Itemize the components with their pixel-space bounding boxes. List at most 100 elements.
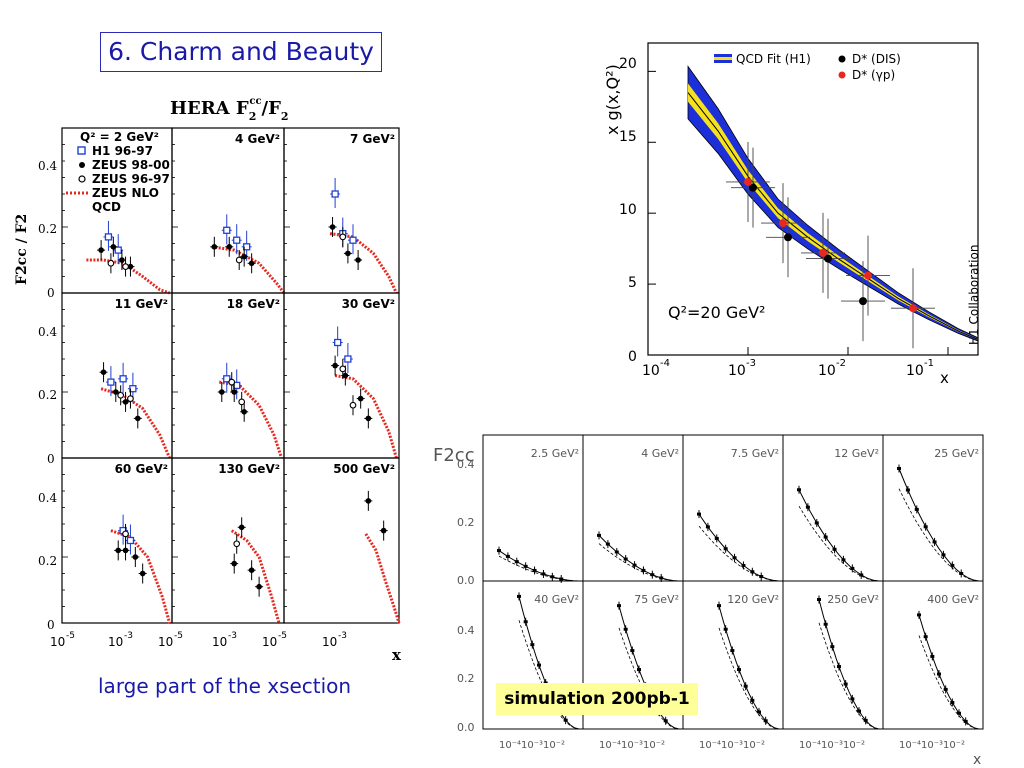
hera-zeus9800-point [357,395,364,402]
sim-theory-curve [798,489,880,582]
gluon-xtick: 10 [818,363,836,379]
sim-panel-q2: 25 GeV² [934,447,979,460]
sim-ytick: 0.0 [457,721,475,734]
gluon-xtick-exp: -3 [746,358,756,369]
sim-point [817,598,821,601]
caption-text: large part of the xsection [98,674,352,698]
hera-panel-grid: 4 GeV² 7 GeV² 11 GeV² 18 GeV² 30 GeV² 60 GeV²… [61,127,401,624]
sim-theory-curve [918,614,980,730]
hera-panel-frame [171,457,285,624]
sim-alt-curve [618,627,680,730]
sim-theory-curve [698,513,780,582]
sim-panel-q2: 4 GeV² [641,447,679,460]
sim-point [630,649,635,653]
hera-ytick: 0.4 [38,325,57,339]
hera-panel-frame [171,127,285,294]
sim-point [830,645,835,649]
sim-point [757,710,761,714]
hera-legend-qcd: QCD [92,200,121,214]
hera-zeus9800-point [329,224,336,230]
chart-gluon-density: x g(x,Q²) x H1 Collaboration Q²=20 GeV² … [603,42,981,387]
gluon-annotation: Q²=20 GeV² [668,303,765,322]
hera-zeus9800-point [248,260,255,267]
gluon-inner-band [688,83,978,340]
hera-legend-zeus9697: ZEUS 96-97 [92,172,170,186]
hera-y-axis-label: F2cc / F2 [14,214,30,285]
gluon-ytick: 10 [619,202,637,218]
sim-point [530,643,535,647]
hera-h1-point [114,246,122,254]
hera-h1-point [344,355,352,363]
hera-chart-title: HERA F2cc/F2 [170,96,289,123]
hera-panel-q2: 500 GeV² [333,462,395,476]
hera-legend: Q² = 2 GeV² H1 96-97 ZEUS 98-00 ZEUS 96-… [66,130,170,214]
sim-point [632,563,637,567]
sim-point [950,700,955,704]
sim-point [850,697,855,701]
hera-panel-frame [283,457,400,624]
sim-point [814,521,819,525]
hera-zeus9697-point [339,365,347,373]
hera-zeus9800-point [345,250,351,257]
gluon-x-ticks: 10 -4 10 -3 10 -2 10 -1 [642,358,934,379]
hera-panel-frame [61,292,173,459]
hera-zeus9800-point [112,389,119,395]
chart-hera-ratio: HERA F2cc/F2 F2cc / F2 x 4 GeV² 7 GeV² 11 … [14,96,402,664]
sim-point [917,613,921,617]
gluon-gammap-point [779,219,787,228]
sim-point [759,575,764,579]
hera-xtick: 10 [158,635,173,649]
hera-zeus9800-point [365,415,372,422]
gluon-legend-fit: QCD Fit (H1) [736,52,811,66]
sim-y-ticks: 0.0 0.2 0.4 0.0 0.2 0.4 [457,458,475,734]
gluon-ytick: 15 [619,129,637,145]
sim-panel: 4 GeV² [582,434,684,582]
hera-zeus9800-point [122,547,129,554]
hera-panel: 7 GeV² [283,127,400,294]
sim-point [943,687,948,691]
red-circle-marker-icon [838,71,846,79]
hera-zeus9800-point [115,547,122,554]
sim-point [605,542,610,546]
sim-point [859,573,864,577]
sim-theory-curve [718,605,780,730]
hera-panel: 18 GeV² [171,292,285,459]
hera-legend-nlo: ZEUS NLO [92,186,159,200]
sim-point [741,563,746,567]
hera-xtick: 10 [322,635,337,649]
hera-h1-point [243,243,251,251]
sim-point [897,466,901,470]
hera-zeus9800-point [241,253,247,260]
hera-nlo-curve [329,232,398,294]
sim-point [959,571,964,575]
sim-x-axis-label: x [973,752,981,768]
hera-panel: 500 GeV² [283,457,401,624]
hera-zeus9697-point [349,401,357,409]
hera-zeus9697-point [238,398,246,406]
gluon-ytick: 0 [628,349,637,365]
hera-zeus9800-point [332,362,338,369]
hera-zeus9800-point [226,244,233,250]
hera-xtick-exp: -3 [124,631,133,641]
sim-point [723,627,728,631]
hera-ytick: 0.4 [38,491,57,505]
hera-h1-point [119,375,127,383]
gluon-legend-dis: D* (DIS) [852,52,901,66]
sim-theory-curve [498,550,580,582]
hera-nlo-curve [110,529,172,624]
hera-nlo-curve [100,387,171,459]
sim-point [623,557,628,561]
sim-alt-curve [498,555,580,582]
sim-xtick: 10⁻⁴10⁻³10⁻² [799,740,865,751]
sim-point [805,505,810,509]
hera-panel-frame [61,457,173,624]
hera-xtick-exp: -3 [338,631,347,641]
gluon-gammap-point [744,177,752,186]
sim-panel: 12 GeV² [782,434,884,582]
hera-h1-point [223,226,231,234]
hera-zeus9800-point [380,527,387,534]
hera-panel-q2: 4 GeV² [235,132,280,146]
hera-nlo-curve [219,380,283,459]
hera-nlo-curve [364,533,401,624]
hera-panel-q2: 130 GeV² [218,462,280,476]
